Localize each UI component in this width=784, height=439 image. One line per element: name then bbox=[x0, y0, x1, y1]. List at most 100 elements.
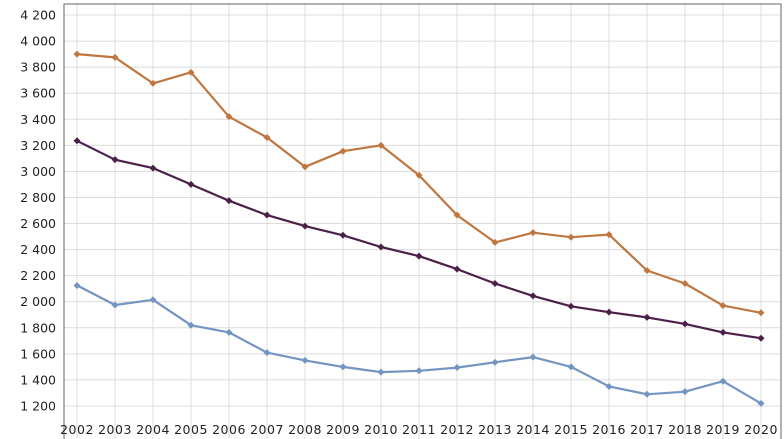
series-2 bbox=[73, 137, 765, 342]
data-point bbox=[757, 334, 765, 342]
data-point bbox=[453, 364, 461, 372]
data-point bbox=[339, 147, 347, 155]
data-point bbox=[187, 180, 195, 188]
x-tick-label: 2013 bbox=[478, 422, 512, 437]
data-point bbox=[605, 308, 613, 316]
x-tick-label: 2019 bbox=[706, 422, 740, 437]
data-point bbox=[225, 113, 233, 121]
data-point bbox=[339, 231, 347, 239]
y-tick-label: 1 400 bbox=[20, 372, 56, 387]
data-point bbox=[491, 279, 499, 287]
data-point bbox=[73, 50, 81, 58]
data-point bbox=[377, 141, 385, 149]
y-tick-label: 3 600 bbox=[20, 86, 56, 101]
x-tick-label: 2005 bbox=[174, 422, 208, 437]
data-point bbox=[339, 363, 347, 371]
data-point bbox=[149, 79, 157, 87]
y-tick-label: 1 200 bbox=[20, 399, 56, 414]
chart-series bbox=[73, 50, 765, 407]
x-tick-label: 2006 bbox=[212, 422, 246, 437]
data-point bbox=[567, 302, 575, 310]
data-point bbox=[301, 163, 309, 171]
data-point bbox=[719, 302, 727, 310]
y-tick-label: 3 400 bbox=[20, 112, 56, 127]
y-tick-label: 4 200 bbox=[20, 8, 56, 23]
y-tick-label: 2 600 bbox=[20, 216, 56, 231]
data-point bbox=[719, 328, 727, 336]
data-point bbox=[681, 320, 689, 328]
data-point bbox=[605, 231, 613, 239]
data-point bbox=[263, 134, 271, 142]
y-tick-label: 2 000 bbox=[20, 294, 56, 309]
x-tick-label: 2003 bbox=[98, 422, 132, 437]
data-point bbox=[605, 382, 613, 390]
data-point bbox=[301, 222, 309, 230]
data-point bbox=[567, 363, 575, 371]
data-point bbox=[111, 53, 119, 61]
data-point bbox=[149, 296, 157, 304]
data-point bbox=[73, 281, 81, 289]
data-point bbox=[187, 68, 195, 76]
x-tick-label: 2011 bbox=[402, 422, 436, 437]
data-point bbox=[301, 356, 309, 364]
x-tick-label: 2009 bbox=[326, 422, 360, 437]
data-point bbox=[111, 156, 119, 164]
x-tick-label: 2020 bbox=[744, 422, 778, 437]
y-tick-label: 3 000 bbox=[20, 164, 56, 179]
data-point bbox=[643, 313, 651, 321]
y-tick-label: 3 200 bbox=[20, 138, 56, 153]
data-point bbox=[263, 349, 271, 357]
data-point bbox=[643, 390, 651, 398]
data-point bbox=[415, 171, 423, 179]
data-point bbox=[415, 367, 423, 375]
plot-frame bbox=[63, 3, 782, 439]
data-point bbox=[377, 243, 385, 251]
data-point bbox=[491, 358, 499, 366]
data-point bbox=[453, 211, 461, 219]
data-point bbox=[529, 353, 537, 361]
x-tick-label: 2016 bbox=[592, 422, 626, 437]
data-point bbox=[453, 265, 461, 273]
series-3 bbox=[73, 281, 765, 407]
data-point bbox=[149, 164, 157, 172]
y-axis-ticks: 1 200 1 400 1 600 1 800 2 000 2 200 2 400 2 600… bbox=[20, 8, 56, 414]
x-tick-label: 2015 bbox=[554, 422, 588, 437]
data-point bbox=[187, 321, 195, 329]
y-tick-label: 3 800 bbox=[20, 60, 56, 75]
x-tick-label: 2002 bbox=[60, 422, 94, 437]
y-tick-label: 4 000 bbox=[20, 34, 56, 49]
y-tick-label: 2 400 bbox=[20, 242, 56, 257]
x-tick-label: 2007 bbox=[250, 422, 284, 437]
x-axis-ticks: 2002 2003 2004 2005 2006 2007 2008 2009 2010 2011… bbox=[60, 422, 778, 437]
data-point bbox=[757, 309, 765, 317]
series-1 bbox=[73, 50, 765, 317]
data-point bbox=[73, 137, 81, 145]
x-tick-label: 2008 bbox=[288, 422, 322, 437]
x-tick-label: 2018 bbox=[668, 422, 702, 437]
data-point bbox=[719, 377, 727, 385]
y-tick-label: 2 800 bbox=[20, 190, 56, 205]
data-point bbox=[225, 328, 233, 336]
data-point bbox=[567, 233, 575, 241]
data-point bbox=[681, 388, 689, 396]
data-point bbox=[757, 399, 765, 407]
data-point bbox=[529, 292, 537, 300]
x-tick-label: 2004 bbox=[136, 422, 170, 437]
data-point bbox=[111, 301, 119, 309]
x-tick-label: 2010 bbox=[364, 422, 398, 437]
y-tick-label: 1 800 bbox=[20, 320, 56, 335]
data-point bbox=[529, 229, 537, 237]
data-point bbox=[263, 211, 271, 219]
x-tick-label: 2014 bbox=[516, 422, 550, 437]
x-tick-label: 2017 bbox=[630, 422, 664, 437]
data-point bbox=[225, 197, 233, 205]
y-tick-label: 2 200 bbox=[20, 268, 56, 283]
data-point bbox=[491, 238, 499, 246]
data-point bbox=[415, 252, 423, 260]
y-tick-label: 1 600 bbox=[20, 346, 56, 361]
data-point bbox=[643, 266, 651, 274]
data-point bbox=[681, 279, 689, 287]
data-point bbox=[377, 368, 385, 376]
chart-grid bbox=[64, 4, 781, 439]
